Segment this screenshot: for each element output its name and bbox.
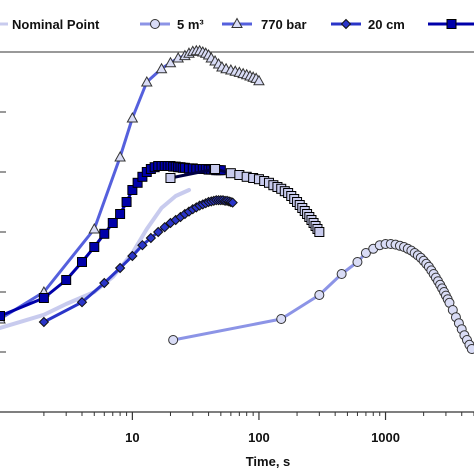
data-point [276,314,287,324]
data-point [114,150,126,162]
data-point [210,164,221,174]
series-770-bar [0,44,265,324]
data-point [314,227,325,237]
legend-marker-770bar [231,17,243,28]
series-line [42,198,235,324]
data-point [0,311,5,321]
legend-marker-series-5 [446,19,457,29]
data-point [38,316,50,328]
x-tick-label: 1000 [371,430,400,445]
data-point [127,250,138,262]
data-point [89,242,100,252]
data-point [99,228,110,239]
data-point [88,222,101,234]
data-point [314,290,325,300]
series-line [0,49,261,321]
data-point [99,277,110,289]
series-layer [0,44,474,354]
legend-marker-5m3 [150,19,160,29]
data-point [155,62,168,74]
data-point [61,275,72,285]
legend: Nominal Point 5 m³ 770 bar 20 cm [0,17,474,32]
data-point [159,221,170,233]
data-point [140,75,153,87]
data-point [137,239,148,251]
legend-label-20cm: 20 cm [368,17,405,32]
data-point [76,296,88,308]
data-point [145,232,157,244]
data-point [336,269,347,279]
data-point [352,257,363,267]
legend-marker-20cm [340,18,352,30]
data-point [165,173,176,183]
x-axis: 10 100 1000 [43,412,474,445]
data-point [168,335,179,345]
data-point [114,262,126,274]
data-point [127,185,138,195]
data-point [227,197,238,208]
series-unnamed-5 [165,164,325,237]
data-point [115,209,126,219]
series-20-cm [38,194,238,328]
data-point [76,257,87,267]
data-point [152,226,164,238]
data-point [38,293,49,303]
series-line [0,188,191,330]
x-tick-label: 10 [125,430,139,445]
plot-area [0,51,474,413]
data-point [466,344,474,354]
series-5-m- [168,239,474,354]
data-point [121,197,132,207]
data-point [360,248,371,258]
legend-label-nominal-point: Nominal Point [12,17,100,32]
data-point [225,168,236,179]
data-point [126,111,139,123]
data-point [253,74,265,86]
data-point [107,218,118,228]
x-axis-title: Time, s [246,454,291,469]
legend-label-5m3: 5 m³ [177,17,204,32]
legend-label-770bar: 770 bar [261,17,307,32]
x-tick-label: 100 [248,430,270,445]
series-nominal-point [0,188,191,330]
